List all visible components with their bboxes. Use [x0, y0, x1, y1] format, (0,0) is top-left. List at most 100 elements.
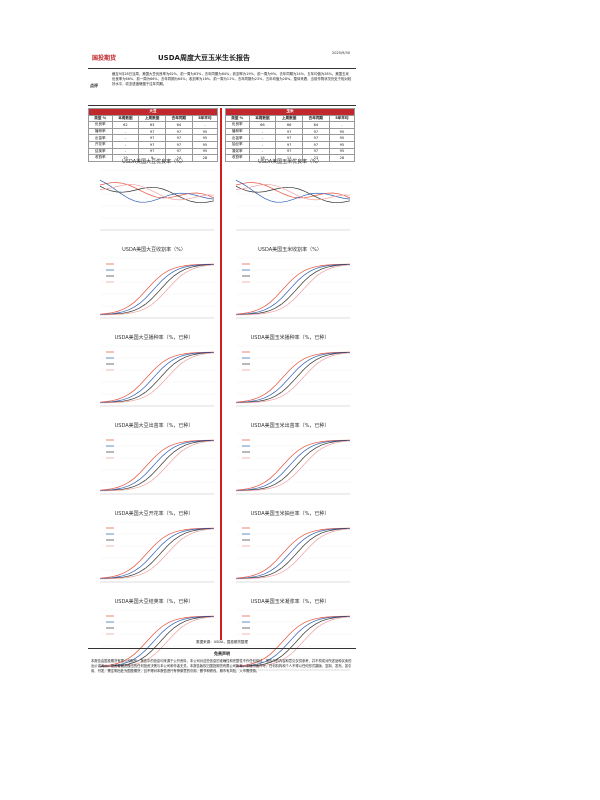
series-line — [235, 527, 351, 579]
cell: 66 — [275, 121, 303, 129]
series-line — [235, 615, 351, 667]
table-row: 播种率 -97 97 95 — [88, 127, 219, 136]
series-line — [235, 263, 351, 315]
cell: 97 — [164, 134, 193, 142]
cell: 95 — [328, 127, 356, 136]
cell: 19 — [111, 154, 140, 162]
header-row: 类型 % 本周数据 上周数据 去年同期 5年平均 — [88, 114, 219, 123]
cell: 66 — [248, 121, 277, 129]
chart-panel: USDA美国玉米凝浆率（%，已种） — [235, 598, 351, 671]
series-line — [99, 616, 215, 668]
table-row: 优良率 62 63 64- — [88, 121, 219, 129]
series-line — [235, 184, 351, 201]
header-row: 类型 % 本周数据 上周数据 去年同期 5年平均 — [225, 114, 356, 123]
series-line — [99, 616, 215, 668]
cell: 95 — [191, 140, 219, 149]
cell: 出苗率 — [88, 134, 113, 142]
series-line — [235, 616, 351, 668]
column-header: 去年同期 — [301, 114, 330, 123]
cell: 抽丝率 — [225, 140, 250, 149]
report: 国投期货 USDA周度大豆玉米生长报告 2025/9/30 点评 截至9月28日… — [88, 48, 356, 764]
chart-title: USDA美国大豆结荚率（%，已种） — [115, 598, 194, 605]
chart-title: USDA美国玉米播种率（%，已种） — [251, 334, 330, 341]
cell: 97 — [138, 127, 166, 136]
cell: 97 — [301, 140, 330, 149]
corn-table: 玉米 类型 % 本周数据 上周数据 去年同期 5年平均 优良率 66 66 64- 播种率 -97 97… — [225, 108, 356, 162]
charts: USDA美国大豆优良率（%） USDA美国玉米优良率（%） USDA美国大豆收割率（… — [99, 158, 351, 671]
chart-title: USDA美国大豆播种率（%，已种） — [115, 334, 194, 341]
cell: 64 — [301, 121, 330, 129]
column-header: 本周数据 — [248, 114, 277, 123]
cell: - — [111, 127, 140, 136]
table-row: 结荚率 -97 97 95 — [88, 147, 219, 156]
series-line — [99, 351, 215, 403]
cell: 97 — [301, 127, 330, 136]
cell: 64 — [164, 121, 193, 129]
title-row: 玉米 — [225, 108, 355, 116]
cell: 97 — [301, 147, 330, 156]
chart-panel: USDA美国玉米抽丝率（%，已种） — [235, 510, 351, 583]
series-line — [235, 440, 351, 492]
cell: - — [248, 147, 277, 156]
column-header: 5年平均 — [328, 114, 356, 123]
cell: 播种率 — [88, 127, 113, 136]
series-line — [99, 179, 215, 203]
logo: 国投期货 — [92, 55, 117, 62]
series-line — [235, 439, 351, 491]
cell: 出苗率 — [225, 134, 250, 142]
series-line — [99, 264, 215, 316]
cell: - — [111, 147, 140, 156]
series-line — [235, 527, 351, 579]
header: 国投期货 USDA周度大豆玉米生长报告 2025/9/30 — [88, 48, 356, 69]
date: 2025/9/30 — [332, 51, 350, 55]
cell: 97 — [138, 147, 166, 156]
cell: 97 — [164, 127, 193, 136]
cell: 97 — [164, 140, 193, 149]
chart-panel: USDA美国大豆结荚率（%，已种） — [99, 598, 215, 671]
cell: 结荚率 — [88, 147, 113, 156]
series-line — [235, 185, 351, 204]
series-line — [99, 439, 215, 491]
cell: 28 — [191, 154, 219, 162]
series-line — [235, 182, 351, 199]
cell: 95 — [191, 147, 219, 156]
series-line — [99, 615, 215, 667]
summary: 点评 截至9月28日当周，美国大豆优良率为62%，前一周为63%，去年同期为64… — [88, 70, 356, 106]
chart-title: USDA美国玉米出苗率（%，已种） — [251, 422, 330, 429]
series-line — [235, 439, 351, 491]
title-row: 大豆 — [88, 108, 218, 116]
chart-panel: USDA美国大豆出苗率（%，已种） — [99, 422, 215, 495]
series-line — [99, 528, 215, 580]
series-line — [235, 264, 351, 316]
chart-panel: USDA美国大豆开花率（%，已种） — [99, 510, 215, 583]
table-row: 优良率 66 66 64- — [225, 121, 356, 129]
cell: 开花率 — [88, 140, 113, 149]
cell: 95 — [328, 134, 356, 142]
cell: 播种率 — [225, 127, 250, 136]
chart-panel: USDA美国玉米出苗率（%，已种） — [235, 422, 351, 495]
table-row: 开花率 -97 97 95 — [88, 140, 219, 149]
cell: - — [248, 140, 277, 149]
chart-title: USDA美国玉米优良率（%） — [258, 158, 322, 165]
series-line — [235, 440, 351, 492]
series-line — [235, 616, 351, 668]
series-line — [99, 352, 215, 404]
table-row: 收割率 19 9 24 28 — [88, 154, 219, 162]
chart-title: USDA美国大豆出苗率（%，已种） — [115, 422, 194, 429]
series-line — [235, 351, 351, 403]
chart-title: USDA美国大豆开花率（%，已种） — [115, 510, 194, 517]
cell: 凝浆率 — [225, 147, 250, 156]
table-row: 凝浆率 -97 97 95 — [225, 147, 356, 156]
series-line — [99, 182, 215, 199]
cell: 97 — [275, 127, 303, 136]
table-row: 收割率 18 11 23 28 — [225, 154, 356, 162]
cell: 97 — [138, 140, 166, 149]
cell: 95 — [191, 134, 219, 142]
disclaimer-text: 本报告由国投期货有限公司制作，报告中的信息均来源于公开资料，本公司对这些信息的准… — [91, 659, 352, 673]
series-line — [99, 185, 215, 204]
cell: 97 — [138, 134, 166, 142]
column-header: 上周数据 — [275, 114, 303, 123]
cell: 97 — [275, 134, 303, 142]
series-line — [99, 263, 215, 315]
